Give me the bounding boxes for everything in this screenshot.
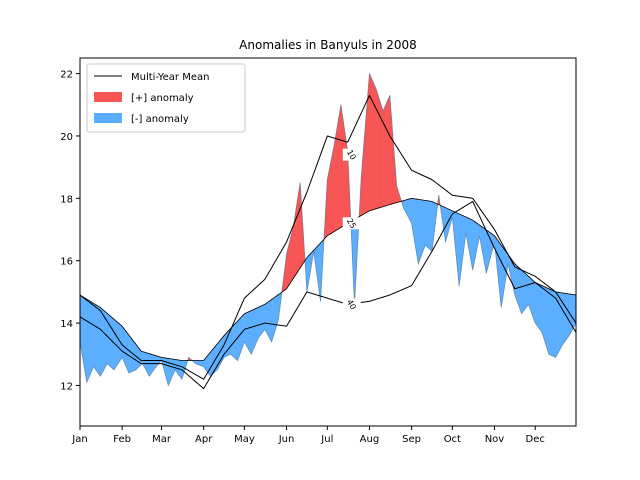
y-tick-label: 16 <box>60 257 73 268</box>
percentile-labels: 10 25 40 <box>342 148 361 311</box>
percentile-10-line <box>80 94 576 380</box>
legend-positive-swatch <box>94 92 122 102</box>
y-tick-label: 14 <box>60 319 73 330</box>
chart-title: Anomalies in Banyuls in 2008 <box>239 38 417 52</box>
legend-label: [-] anomaly <box>131 114 189 125</box>
x-tick-label: Nov <box>485 434 505 445</box>
y-tick-label: 22 <box>60 70 73 81</box>
legend-label: Multi-Year Mean <box>131 72 209 83</box>
x-tick-label: Feb <box>113 434 131 445</box>
x-tick-label: Aug <box>360 434 380 445</box>
percentile-label-bg <box>342 298 361 311</box>
percentile-40-line <box>80 200 576 390</box>
multi-year-mean-line <box>80 197 576 361</box>
percentile-label-bg <box>342 148 361 161</box>
x-tick-label: Jun <box>278 434 295 445</box>
x-tick-label: Mar <box>152 434 172 445</box>
x-tick-label: Oct <box>444 434 461 445</box>
axes: Jan Feb Mar Apr May Jun Jul Aug Sep Oct Nov Dec 12 14… <box>60 70 545 445</box>
y-tick-label: 12 <box>60 381 73 392</box>
percentile-label: 10 <box>345 148 358 161</box>
percentile-label: 25 <box>345 217 358 230</box>
x-tick-label: Dec <box>526 434 545 445</box>
x-tick-label: Apr <box>195 434 213 445</box>
legend: Multi-Year Mean [+] anomaly [-] anomaly <box>86 63 246 133</box>
plot-frame <box>79 57 577 427</box>
legend-label: [+] anomaly <box>131 93 194 104</box>
x-tick-label: May <box>234 434 255 445</box>
y-tick-label: 20 <box>60 132 73 143</box>
percentile-label: 40 <box>345 298 358 311</box>
x-tick-label: Jul <box>320 434 333 445</box>
percentile-label-bg <box>342 217 361 230</box>
legend-box <box>86 63 246 133</box>
plot-area <box>80 73 576 390</box>
y-tick-label: 18 <box>60 194 73 205</box>
x-tick-label: Jan <box>71 434 87 445</box>
x-tick-label: Sep <box>402 434 421 445</box>
legend-negative-swatch <box>94 113 122 123</box>
